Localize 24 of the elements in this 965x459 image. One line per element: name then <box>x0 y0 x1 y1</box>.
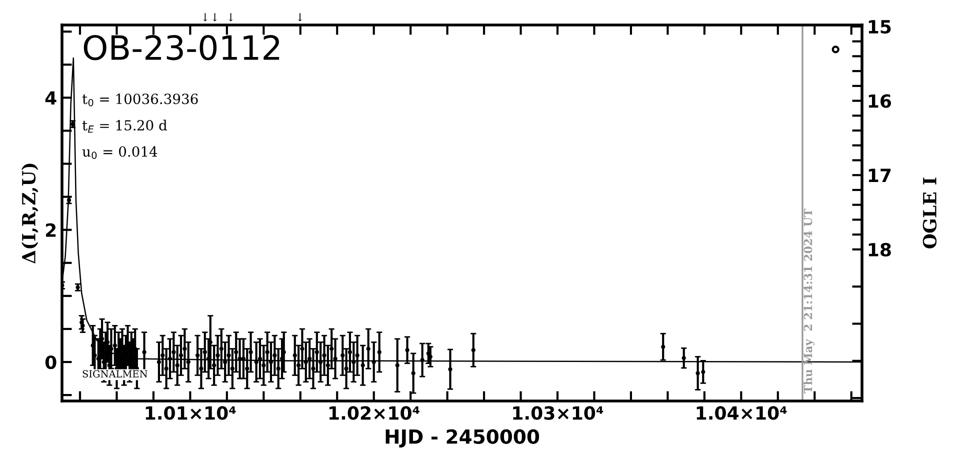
x-tick-label: 1.01×10⁴ <box>146 406 236 420</box>
text: ↓ <box>202 13 208 22</box>
y-tick-label: 0 <box>45 355 56 370</box>
y2-tick-label: 15 <box>868 20 891 34</box>
y2-tick-label: 17 <box>868 168 891 182</box>
text: ↓ <box>212 13 218 22</box>
annotation: t$_{0}$ = 10036.3936 <box>82 94 198 106</box>
y-tick-label: 2 <box>46 223 56 237</box>
chart-title: OB-23-0112 <box>84 34 280 60</box>
y2-tick-label: 18 <box>868 242 891 257</box>
annotation: Thu May 2 21:14:31 2024 UT <box>804 208 815 394</box>
y2-tick-label: 16 <box>868 94 892 108</box>
y-axis-title: Δ(I,R,Z,U) <box>22 164 38 264</box>
x-axis-title: HJD - 2450000 <box>386 429 540 448</box>
text: ↓ <box>228 13 234 22</box>
x-tick-label: 1.04×10⁴ <box>696 406 787 420</box>
annotation: t$_{E}$ = 15.20 d <box>82 120 167 133</box>
annotation: u$_{0}$ = 0.014 <box>82 146 158 159</box>
x-tick-label: 1.03×10⁴ <box>513 406 604 420</box>
text: ↓ <box>298 13 302 22</box>
x-tick-label: 1.02×10⁴ <box>330 406 420 420</box>
annotation: SIGNALMEN <box>82 370 148 378</box>
y-tick-label: 4 <box>45 91 56 105</box>
y2-axis-title: OGLE I <box>922 178 937 248</box>
